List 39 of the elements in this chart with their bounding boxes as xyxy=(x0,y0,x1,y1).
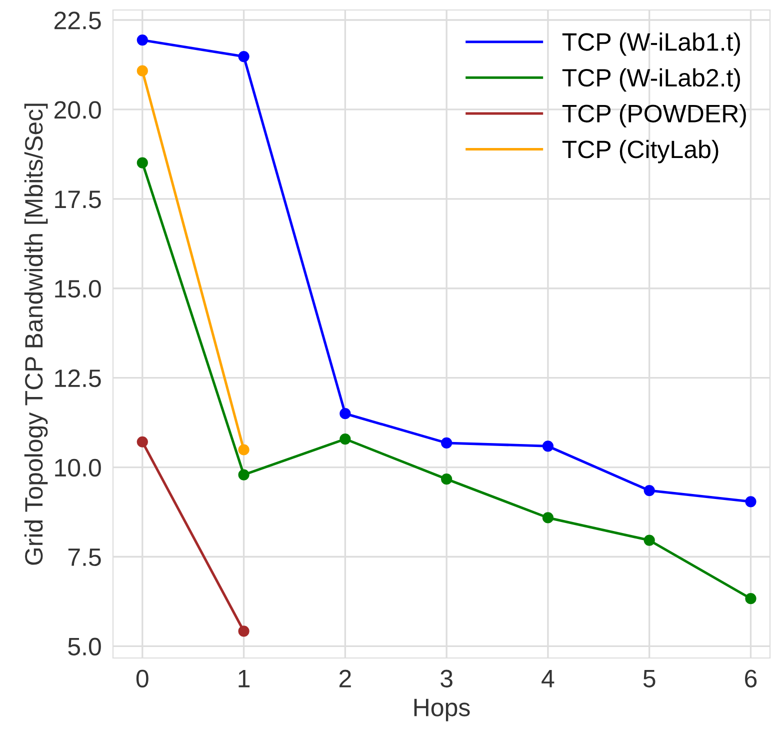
point xyxy=(136,157,148,168)
y-tick-label: 22.5 xyxy=(54,12,101,30)
y-axis-title: Grid Topology TCP Bandwidth [Mbits/Sec] xyxy=(24,104,48,565)
x-tick-label: 4 xyxy=(542,670,554,688)
point xyxy=(542,440,554,452)
legend-label: TCP (CityLab) xyxy=(562,140,718,164)
point xyxy=(340,408,351,420)
y-tick-label: 15.0 xyxy=(55,280,101,298)
y-tick-label: 7.5 xyxy=(68,548,101,566)
x-tick-label: 3 xyxy=(440,670,452,688)
x-tick-label: 5 xyxy=(643,670,656,688)
legend-label: TCP (W-iLab1.t) xyxy=(562,32,740,56)
point xyxy=(238,444,250,456)
y-tick-label: 12.5 xyxy=(55,369,101,388)
point xyxy=(238,50,250,62)
legend-label: TCP (POWDER) xyxy=(562,104,746,128)
y-tick-label: 20.0 xyxy=(54,101,101,119)
point xyxy=(340,433,351,445)
point xyxy=(136,65,148,76)
point xyxy=(644,534,655,546)
point xyxy=(441,437,452,449)
point xyxy=(136,34,148,46)
point xyxy=(644,484,655,496)
point xyxy=(441,474,452,485)
point xyxy=(542,512,554,524)
y-tick-label: 17.5 xyxy=(55,190,101,208)
x-tick-label: 1 xyxy=(238,670,250,688)
legend-label: TCP (W-iLab2.t) xyxy=(562,68,740,92)
point xyxy=(238,626,250,637)
x-tick-label: 0 xyxy=(136,670,148,688)
point xyxy=(238,469,250,480)
y-tick-label: 5.0 xyxy=(68,638,101,656)
x-tick-label: 2 xyxy=(339,670,351,688)
point xyxy=(745,593,756,604)
x-tick-label: 6 xyxy=(745,670,757,688)
y-tick-label: 10.0 xyxy=(55,458,101,477)
point xyxy=(745,496,756,508)
x-axis-title: Hops xyxy=(414,698,470,722)
point xyxy=(136,436,148,448)
